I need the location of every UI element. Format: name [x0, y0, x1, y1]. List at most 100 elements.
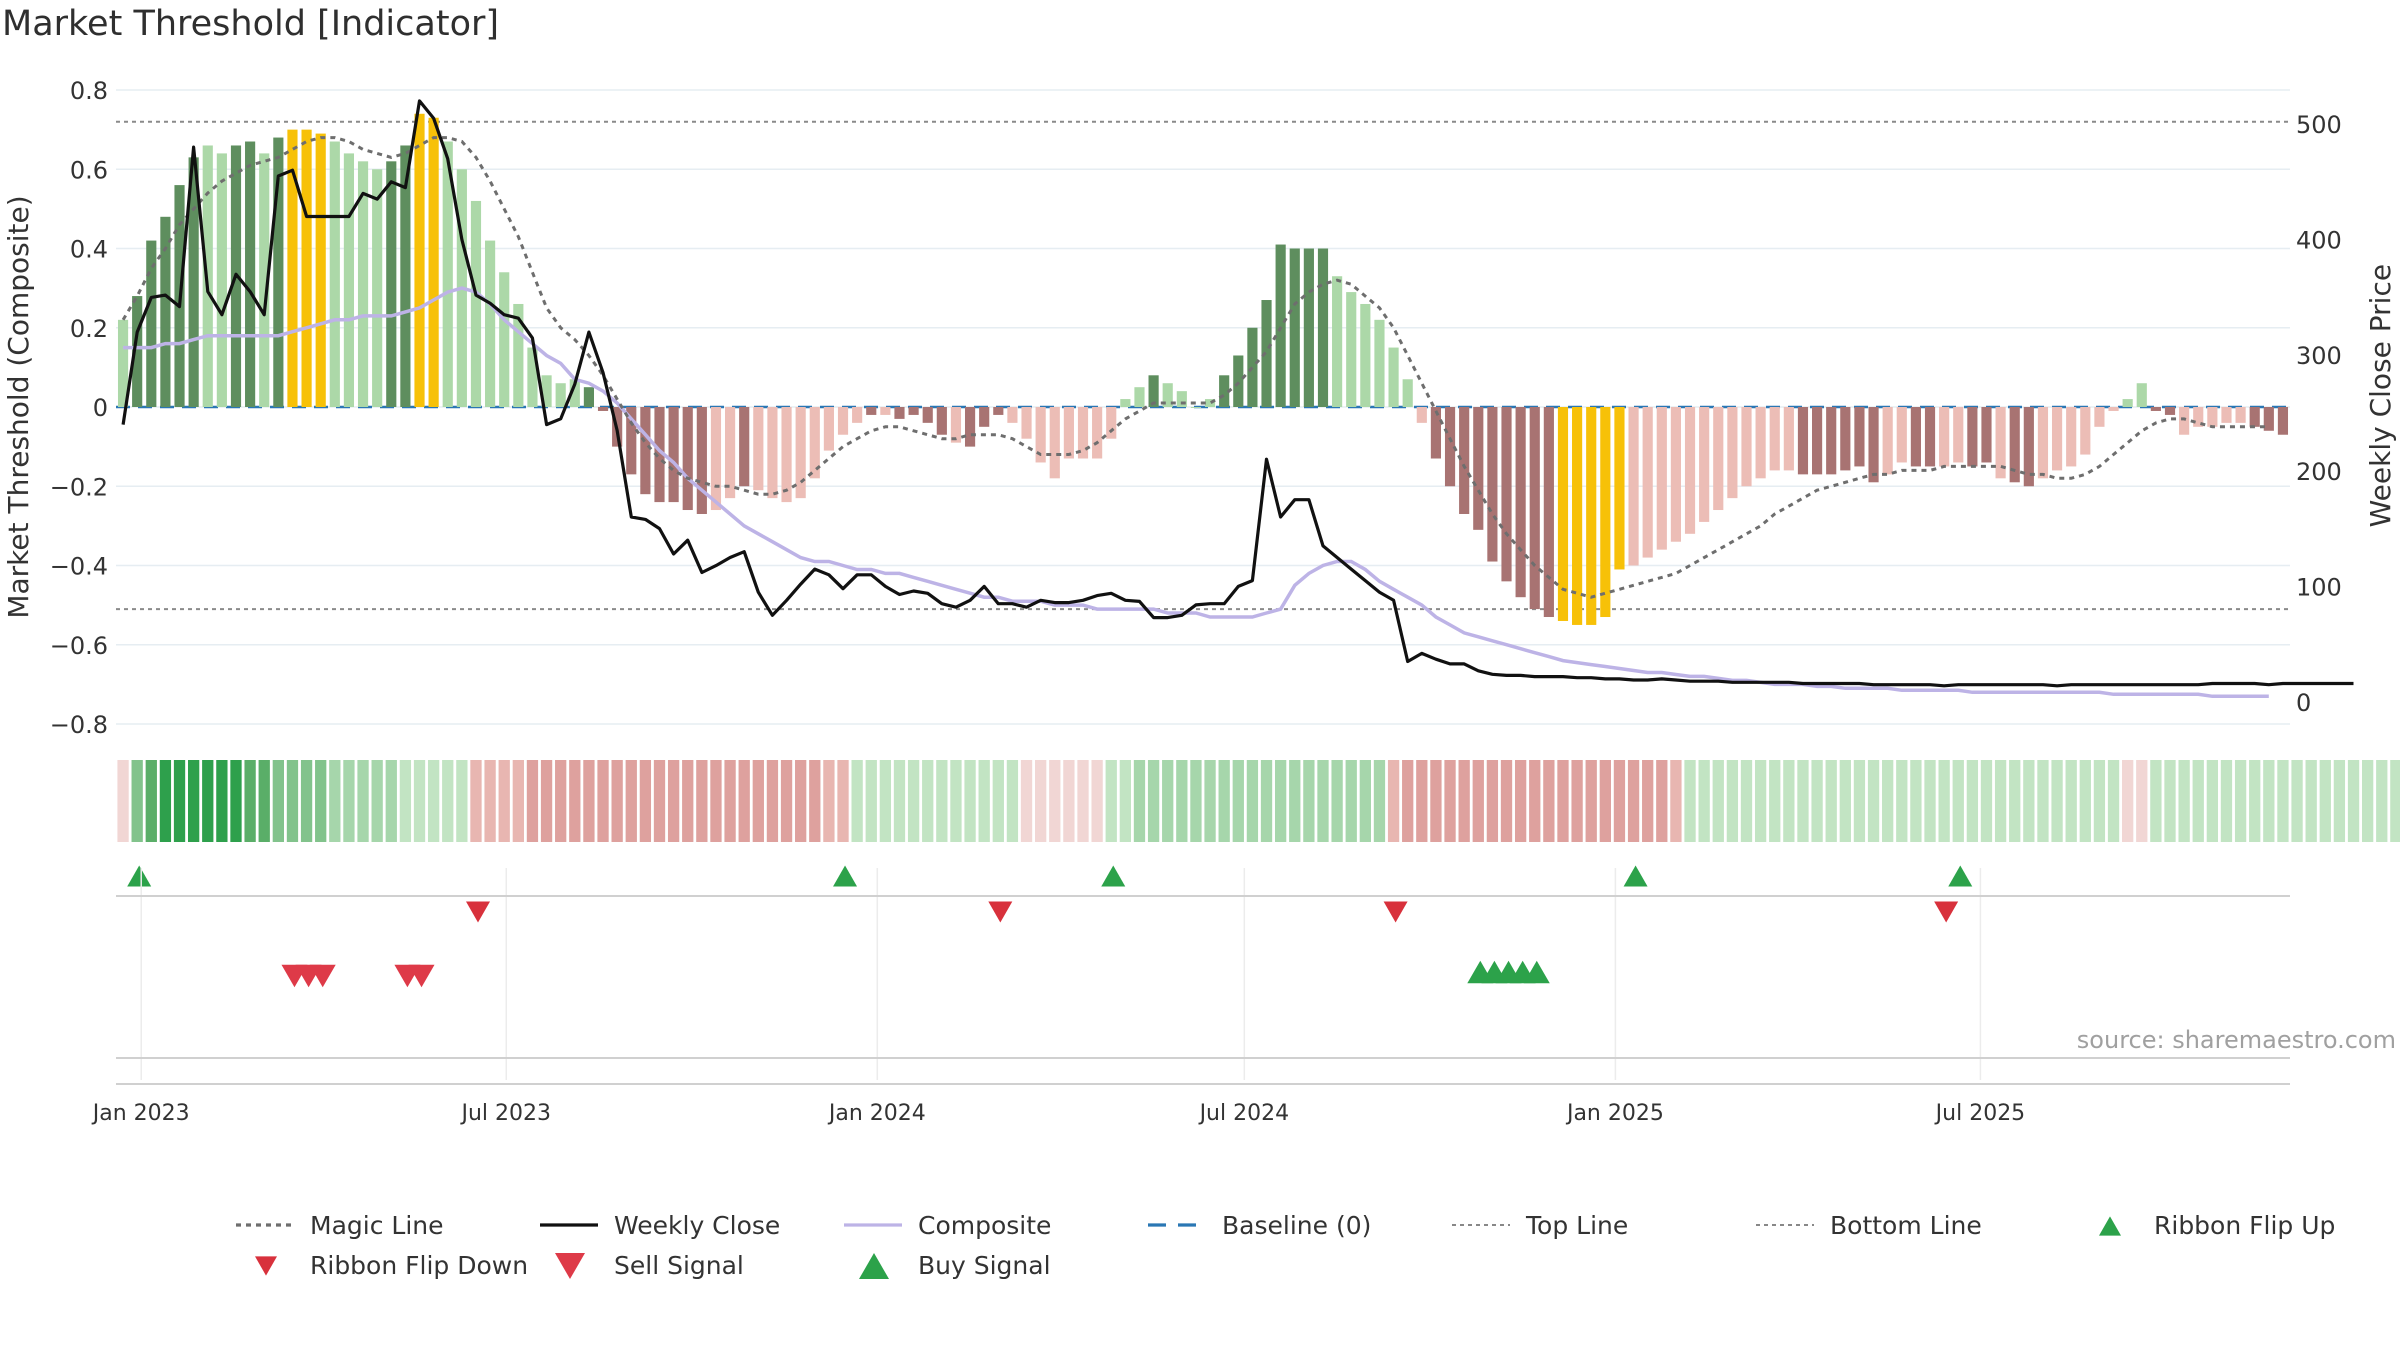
ribbon-cell	[639, 760, 652, 842]
ribbon-cell	[2192, 760, 2204, 842]
y-tick-label: 0.8	[70, 77, 108, 105]
ribbon-cell	[216, 760, 228, 842]
composite-bar	[1586, 407, 1597, 625]
ribbon-cell	[2333, 760, 2346, 842]
composite-bar	[188, 157, 199, 407]
ribbon-cell	[738, 760, 750, 842]
composite-bar	[357, 161, 369, 407]
legend-label: Top Line	[1525, 1211, 1628, 1240]
composite-bar	[1529, 407, 1540, 610]
composite-bar	[1134, 387, 1145, 407]
ribbon-cell	[1162, 760, 1174, 842]
ribbon-cell	[2065, 760, 2077, 842]
x-tick-label: Jul 2025	[1934, 1101, 2026, 1126]
composite-bar	[2037, 407, 2049, 479]
ribbon-cell	[752, 760, 764, 842]
ribbon-cell	[1105, 760, 1117, 842]
composite-bar	[1981, 407, 1992, 463]
ribbon-cell	[611, 760, 623, 842]
ribbon-cell	[1966, 760, 1979, 842]
y-tick-label: −0.4	[50, 553, 108, 581]
ribbon-cell	[202, 760, 214, 842]
composite-bar	[1120, 399, 1131, 407]
composite-bar	[1219, 375, 1230, 407]
composite-bar	[2080, 407, 2091, 455]
ribbon-cell	[1529, 760, 1541, 842]
y2-tick-label: 100	[2296, 573, 2342, 601]
ribbon-cell	[893, 760, 906, 842]
composite-bar	[1769, 407, 1780, 471]
ribbon-cell	[1416, 760, 1428, 842]
composite-bar	[386, 161, 397, 407]
ribbon-cell	[1797, 760, 1809, 842]
ribbon-cell	[978, 760, 990, 842]
legend-swatch	[255, 1256, 277, 1276]
axes: 0.8 0.6 0.4 0.2 0 −0.2 −0.4 −0.6 −0.8 500 400 300 20…	[2, 77, 2397, 739]
ribbon-cell	[1458, 760, 1470, 842]
ribbon-cell	[230, 760, 242, 842]
composite-bar	[1204, 399, 1216, 407]
composite-bar	[1303, 248, 1314, 407]
y-tick-label: 0	[93, 394, 108, 422]
source-note: source: sharemaestro.com	[2077, 1026, 2396, 1054]
composite-bar	[668, 407, 679, 503]
composite-bar	[1840, 407, 1851, 471]
ribbon-cell	[1359, 760, 1371, 842]
composite-bar	[866, 407, 877, 415]
buy-signal-marker	[1523, 960, 1550, 984]
y2-tick-label: 200	[2296, 458, 2342, 486]
composite-bar	[1812, 407, 1823, 475]
ribbon-cell	[597, 760, 609, 842]
ribbon-cell	[879, 760, 892, 842]
composite-bar	[216, 153, 227, 407]
composite-bar	[1035, 407, 1046, 463]
ribbon-cell	[1769, 760, 1781, 842]
composite-bar	[245, 141, 256, 407]
ribbon-cell	[1486, 760, 1499, 842]
ribbon-cell	[1289, 760, 1301, 842]
composite-bar	[1106, 407, 1117, 439]
ribbon-cell	[1331, 760, 1343, 842]
composite-bar	[2009, 407, 2020, 483]
y2-tick-label: 400	[2296, 227, 2342, 255]
ribbon-cell	[2107, 760, 2120, 842]
ribbon-cell	[1077, 760, 1089, 842]
composite-bar	[823, 407, 834, 451]
composite-bar	[2207, 407, 2218, 427]
composite-bars	[117, 113, 2289, 625]
ribbon-cell	[2277, 760, 2289, 842]
ribbon-cell	[272, 760, 284, 842]
ribbon-cell	[1740, 760, 1753, 842]
ribbon-cell	[2023, 760, 2035, 842]
ribbon-cell	[1825, 760, 1837, 842]
composite-bar	[2249, 407, 2260, 427]
ribbon-cell	[2347, 760, 2360, 842]
ribbon-cell	[258, 760, 270, 842]
ribbon-cell	[2361, 760, 2374, 842]
composite-bar	[2277, 407, 2289, 435]
ribbon-cell	[131, 760, 143, 842]
composite-bar	[1953, 407, 1964, 463]
composite-bar	[2263, 407, 2274, 431]
ribbon-flip-up-marker	[833, 865, 858, 887]
ribbon-cell	[795, 760, 807, 842]
ribbon-cell	[1656, 760, 1668, 842]
legend-label: Composite	[918, 1211, 1051, 1240]
composite-bar	[1670, 407, 1681, 542]
composite-bar	[1896, 407, 1907, 463]
composite-bar	[1600, 407, 1611, 618]
ribbon-cell	[442, 760, 454, 842]
ribbon-cell	[780, 760, 793, 842]
composite-bar	[1783, 407, 1794, 471]
composite-bar	[1007, 407, 1018, 423]
composite-bar	[555, 383, 566, 407]
ribbon-cell	[1063, 760, 1075, 842]
ribbon-cell	[413, 760, 426, 842]
composite-bar	[1656, 407, 1667, 550]
composite-bar	[2193, 407, 2204, 427]
ribbon-cell	[1274, 760, 1287, 842]
ribbon-cell	[2136, 760, 2148, 842]
ribbon-cell	[1754, 760, 1767, 842]
composite-bar	[315, 133, 326, 407]
